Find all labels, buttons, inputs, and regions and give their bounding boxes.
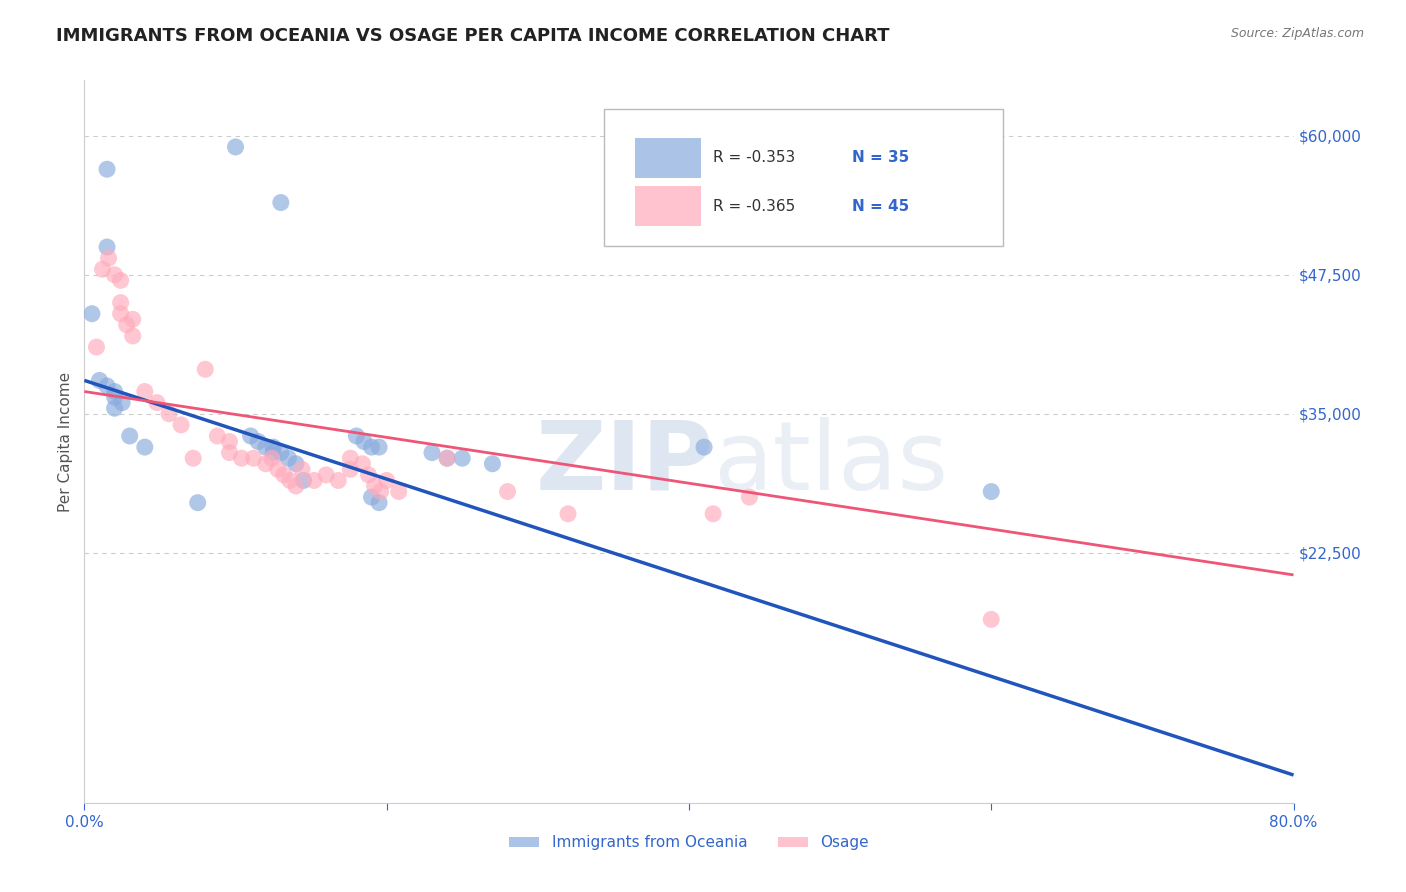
- Point: [375, 474, 398, 488]
- Point: [121, 329, 143, 343]
- Point: [388, 484, 411, 499]
- Point: [302, 474, 325, 488]
- Point: [170, 417, 193, 432]
- Point: [111, 395, 134, 409]
- Text: N = 45: N = 45: [852, 199, 910, 214]
- Point: [278, 474, 301, 488]
- Point: [292, 474, 315, 488]
- Point: [118, 429, 141, 443]
- Point: [315, 467, 337, 482]
- Point: [110, 295, 132, 310]
- Point: [481, 457, 503, 471]
- Point: [110, 307, 132, 321]
- Point: [368, 496, 391, 510]
- Point: [80, 307, 103, 321]
- Point: [207, 429, 229, 443]
- Point: [360, 490, 382, 504]
- Point: [346, 429, 368, 443]
- Point: [980, 484, 1002, 499]
- FancyBboxPatch shape: [634, 138, 702, 178]
- Point: [702, 507, 724, 521]
- Point: [231, 451, 253, 466]
- Point: [97, 251, 120, 265]
- Point: [285, 457, 308, 471]
- Point: [285, 479, 308, 493]
- Point: [218, 445, 240, 459]
- Point: [368, 440, 391, 454]
- Point: [91, 262, 114, 277]
- Point: [360, 440, 382, 454]
- Point: [225, 140, 247, 154]
- Point: [157, 407, 180, 421]
- Point: [370, 484, 392, 499]
- Point: [363, 479, 385, 493]
- Point: [181, 451, 204, 466]
- Point: [277, 451, 299, 466]
- Point: [451, 451, 474, 466]
- Point: [247, 434, 270, 449]
- Point: [254, 457, 277, 471]
- Y-axis label: Per Capita Income: Per Capita Income: [58, 371, 73, 512]
- Point: [262, 440, 284, 454]
- Point: [239, 429, 262, 443]
- Point: [262, 445, 284, 459]
- Point: [96, 240, 118, 254]
- Point: [104, 390, 127, 404]
- Point: [352, 457, 374, 471]
- Text: Source: ZipAtlas.com: Source: ZipAtlas.com: [1230, 27, 1364, 40]
- Point: [254, 440, 277, 454]
- Point: [270, 445, 292, 459]
- Point: [194, 362, 217, 376]
- Text: N = 35: N = 35: [852, 150, 910, 165]
- Point: [270, 195, 292, 210]
- Point: [104, 401, 127, 416]
- Point: [115, 318, 138, 332]
- Point: [267, 462, 290, 476]
- Text: R = -0.365: R = -0.365: [713, 199, 796, 214]
- FancyBboxPatch shape: [634, 186, 702, 227]
- Point: [187, 496, 209, 510]
- Point: [134, 440, 156, 454]
- Text: ZIP: ZIP: [536, 417, 713, 509]
- Point: [496, 484, 519, 499]
- Point: [357, 467, 380, 482]
- Point: [86, 340, 108, 354]
- Point: [291, 462, 314, 476]
- Point: [436, 451, 458, 466]
- Point: [96, 162, 118, 177]
- Point: [218, 434, 240, 449]
- Point: [134, 384, 156, 399]
- Point: [339, 462, 361, 476]
- Text: R = -0.353: R = -0.353: [713, 150, 796, 165]
- Point: [104, 384, 127, 399]
- Point: [557, 507, 579, 521]
- Point: [328, 474, 350, 488]
- Point: [104, 268, 127, 282]
- Point: [260, 451, 283, 466]
- Point: [242, 451, 264, 466]
- Text: IMMIGRANTS FROM OCEANIA VS OSAGE PER CAPITA INCOME CORRELATION CHART: IMMIGRANTS FROM OCEANIA VS OSAGE PER CAP…: [56, 27, 890, 45]
- Point: [273, 467, 295, 482]
- Point: [110, 273, 132, 287]
- Point: [738, 490, 761, 504]
- Point: [693, 440, 716, 454]
- Point: [96, 379, 118, 393]
- Point: [121, 312, 143, 326]
- Point: [980, 612, 1002, 626]
- Text: atlas: atlas: [713, 417, 948, 509]
- Point: [146, 395, 169, 409]
- Point: [353, 434, 375, 449]
- Point: [420, 445, 443, 459]
- FancyBboxPatch shape: [605, 109, 1004, 246]
- Point: [89, 373, 111, 387]
- Point: [436, 451, 458, 466]
- Point: [339, 451, 361, 466]
- Legend: Immigrants from Oceania, Osage: Immigrants from Oceania, Osage: [503, 830, 875, 856]
